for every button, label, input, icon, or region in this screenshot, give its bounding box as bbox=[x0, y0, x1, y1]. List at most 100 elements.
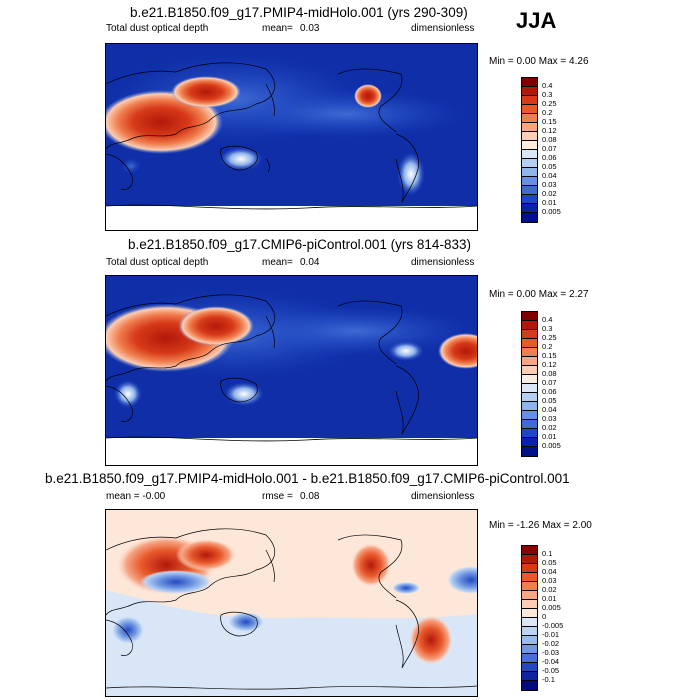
panel-2-cb-cell bbox=[522, 438, 537, 447]
panel-3-cb-cell bbox=[522, 663, 537, 672]
panel-2-units: dimensionless bbox=[411, 257, 475, 268]
panel-1-cb-tick: 0.3 bbox=[542, 90, 553, 99]
panel-1-cb-cell bbox=[522, 204, 537, 213]
panel-1-variable-label: Total dust optical depth bbox=[106, 23, 209, 34]
panel-2-cb-cell bbox=[522, 411, 537, 420]
panel-3-cb-tick: 0.1 bbox=[542, 549, 553, 558]
panel-1-mean-value: 0.03 bbox=[300, 23, 320, 34]
panel-3-coastlines bbox=[106, 528, 477, 690]
panel-1-asia-dust bbox=[171, 76, 241, 108]
panel-1-cb-tick: 0.005 bbox=[542, 207, 561, 216]
panel-2-cb-tick: 0.15 bbox=[542, 351, 557, 360]
panel-3-australia-decrease bbox=[228, 612, 264, 632]
panel-2-cb-cell bbox=[522, 339, 537, 348]
panel-1-minmax: Min = 0.00 Max = 4.26 bbox=[489, 56, 589, 67]
panel-3-atlantic-decrease bbox=[447, 566, 477, 594]
panel-3-cb-tick: -0.05 bbox=[542, 666, 560, 675]
panel-1-cb-cell bbox=[522, 177, 537, 186]
panel-3-cb-tick: -0.01 bbox=[542, 630, 560, 639]
panel-1-cb-cell bbox=[522, 87, 537, 96]
panel-3-cb-tick: -0.04 bbox=[542, 657, 560, 666]
panel-2-cb-cell bbox=[522, 312, 537, 321]
panel-3-cb-tick: -0.005 bbox=[542, 621, 564, 630]
panel-3-rmse-label: rmse = bbox=[262, 491, 293, 502]
panel-2-cb-cell bbox=[522, 420, 537, 429]
panel-1-antarctica-coast bbox=[106, 204, 477, 210]
panel-3-cb-cell bbox=[522, 546, 537, 555]
panel-2-cb-cell bbox=[522, 366, 537, 375]
panel-2-antarctica-coast bbox=[106, 436, 477, 442]
panel-3-cb-tick: 0.04 bbox=[542, 567, 557, 576]
panel-3-cb-cell bbox=[522, 627, 537, 636]
panel-2-cb-tick: 0.3 bbox=[542, 324, 553, 333]
panel-3-cb-tick: -0.1 bbox=[542, 675, 555, 684]
panel-3-southern-band bbox=[106, 590, 477, 696]
panel-1-cb-cell bbox=[522, 141, 537, 150]
panel-2-cb-tick: 0.05 bbox=[542, 396, 557, 405]
panel-2-cb-tick: 0.4 bbox=[542, 315, 553, 324]
panel-2-coastlines bbox=[106, 294, 419, 435]
panel-1-sa-dust bbox=[397, 152, 425, 196]
panel-3-cb-tick: 0.005 bbox=[542, 603, 561, 612]
panel-3-title: b.e21.B1850.f09_g17.PMIP4-midHolo.001 - … bbox=[45, 471, 570, 486]
panel-1-cb-cell bbox=[522, 123, 537, 132]
panel-1-antarctica-mask bbox=[106, 206, 477, 230]
panel-2-cb-tick: 0.06 bbox=[542, 387, 557, 396]
panel-1-cb-tick: 0.02 bbox=[542, 189, 557, 198]
panel-3-cb-tick: -0.02 bbox=[542, 639, 560, 648]
panel-1-cb-tick: 0.07 bbox=[542, 144, 557, 153]
panel-1-pacific-plume bbox=[226, 89, 466, 139]
panel-1-cb-cell bbox=[522, 150, 537, 159]
panel-3-map bbox=[105, 509, 478, 697]
panel-3-cb-cell bbox=[522, 636, 537, 645]
panel-2-cb-tick: 0.08 bbox=[542, 369, 557, 378]
panel-2-cb-tick: 0.03 bbox=[542, 414, 557, 423]
panel-3-cb-cell bbox=[522, 645, 537, 654]
panel-3-cb-cell bbox=[522, 555, 537, 564]
panel-1-cb-cell bbox=[522, 195, 537, 204]
panel-1-cb-cell bbox=[522, 186, 537, 195]
panel-2-na-dust bbox=[388, 341, 424, 361]
panel-3-cb-cell bbox=[522, 600, 537, 609]
panel-1-map bbox=[105, 43, 478, 231]
panel-2-mean-value: 0.04 bbox=[300, 257, 320, 268]
panel-3-cb-tick: 0.03 bbox=[542, 576, 557, 585]
panel-3-cb-cell bbox=[522, 591, 537, 600]
panel-1-units: dimensionless bbox=[411, 23, 475, 34]
panel-2-cb-tick: 0.02 bbox=[542, 423, 557, 432]
panel-3-rmse-value: 0.08 bbox=[300, 491, 320, 502]
panel-2-cb-cell bbox=[522, 429, 537, 438]
panel-1-cb-tick: 0.2 bbox=[542, 108, 553, 117]
panel-2-asia-dust bbox=[178, 306, 254, 346]
panel-3-cb-cell bbox=[522, 582, 537, 591]
panel-2-cb-tick: 0.25 bbox=[542, 333, 557, 342]
panel-1-cb-tick: 0.12 bbox=[542, 126, 557, 135]
panel-1-australia-dust bbox=[219, 147, 263, 171]
panel-1-cb-cell bbox=[522, 132, 537, 141]
panel-2-cb-cell bbox=[522, 330, 537, 339]
panel-2-cb-cell bbox=[522, 447, 537, 456]
panel-1-cb-tick: 0.03 bbox=[542, 180, 557, 189]
panel-2-cb-tick: 0.07 bbox=[542, 378, 557, 387]
panel-3-minmax: Min = -1.26 Max = 2.00 bbox=[489, 520, 592, 531]
panel-2-cb-tick: 0.2 bbox=[542, 342, 553, 351]
panel-3-mean-label: mean = -0.00 bbox=[106, 491, 166, 502]
panel-2-cb-cell bbox=[522, 384, 537, 393]
panel-1-cb-tick: 0.15 bbox=[542, 117, 557, 126]
panel-3-safrica-decrease bbox=[112, 616, 144, 644]
panel-1-cb-cell bbox=[522, 168, 537, 177]
panel-1-cb-cell bbox=[522, 105, 537, 114]
panel-2-atlantic-dust bbox=[438, 333, 477, 369]
panel-1-cb-tick: 0.01 bbox=[542, 198, 557, 207]
panel-1-mean-label: mean= bbox=[262, 23, 293, 34]
panel-2-cb-cell bbox=[522, 357, 537, 366]
panel-1-cb-cell bbox=[522, 159, 537, 168]
panel-1-cb-cell bbox=[522, 213, 537, 222]
panel-2-map bbox=[105, 275, 478, 466]
panel-1-na-dust bbox=[354, 84, 382, 108]
panel-1-cb-tick: 0.06 bbox=[542, 153, 557, 162]
panel-2-cb-cell bbox=[522, 402, 537, 411]
panel-1-cb-cell bbox=[522, 78, 537, 87]
panel-3-cb-cell bbox=[522, 654, 537, 663]
panel-2-antarctica-mask bbox=[106, 438, 477, 465]
